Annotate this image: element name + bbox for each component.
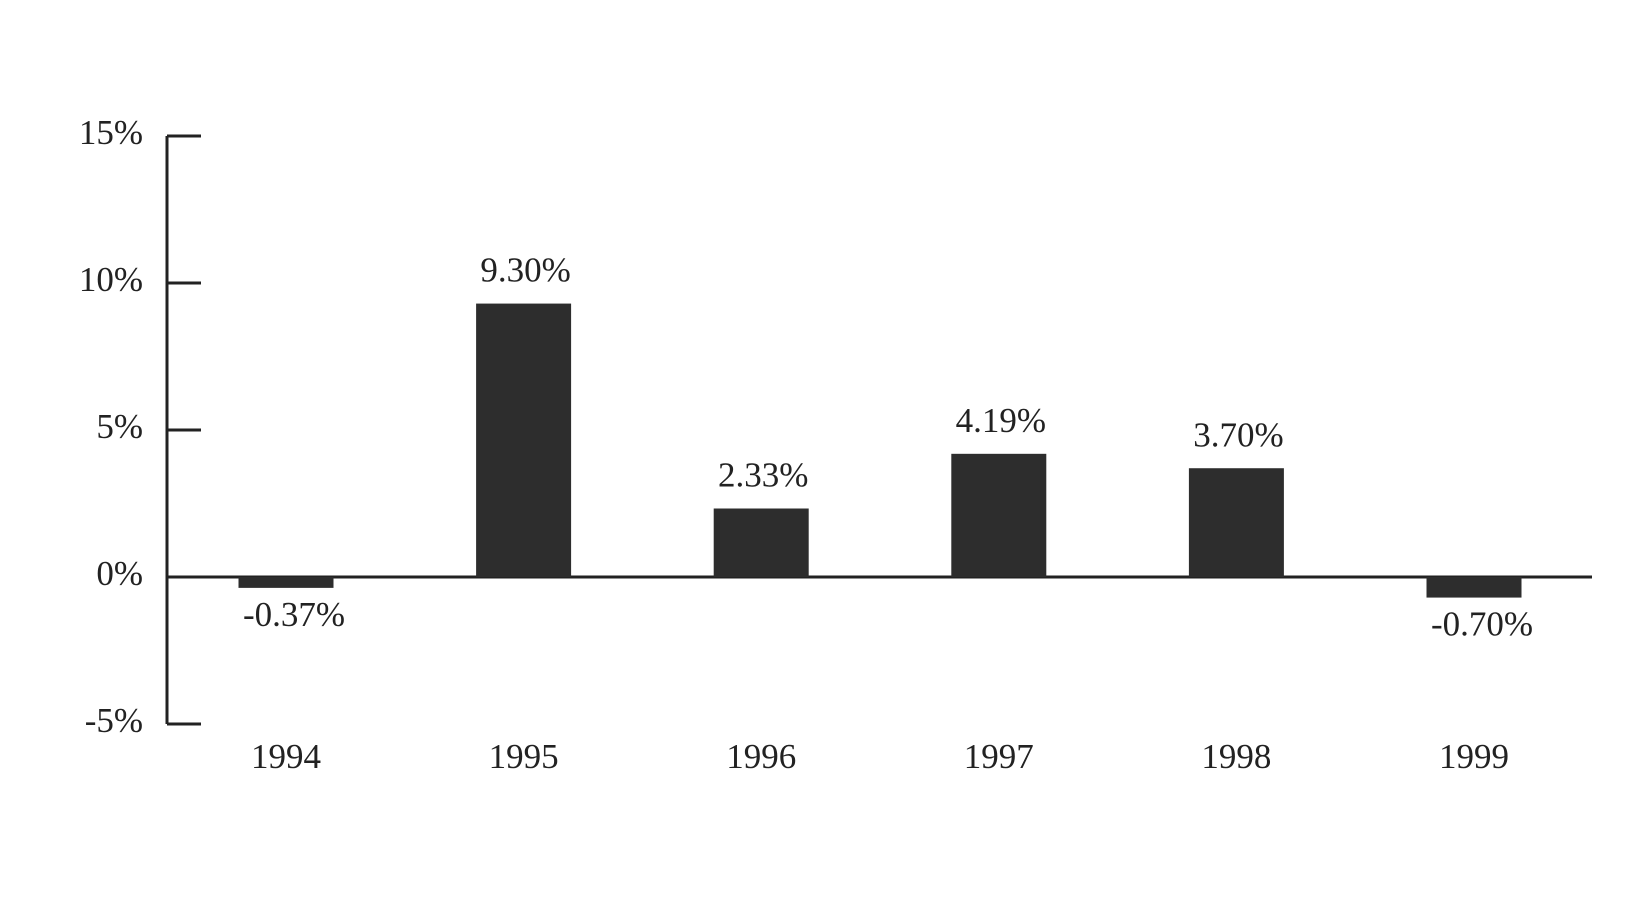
- bar: [713, 508, 809, 577]
- x-tick-label: 1997: [964, 737, 1034, 776]
- bar: [238, 577, 334, 588]
- x-tick-label: 1998: [1201, 737, 1271, 776]
- bar: [1426, 577, 1522, 598]
- value-label: 2.33%: [718, 456, 808, 495]
- y-tick-label: 15%: [79, 113, 143, 152]
- value-label: -0.37%: [243, 595, 345, 634]
- bar: [1188, 468, 1284, 577]
- x-tick-label: 1994: [251, 737, 321, 776]
- value-label: 3.70%: [1193, 415, 1283, 454]
- y-tick-label: 10%: [79, 260, 143, 299]
- y-tick-label: 0%: [96, 554, 143, 593]
- y-tick-label: -5%: [85, 701, 143, 740]
- value-label: 9.30%: [480, 251, 570, 290]
- x-tick-label: 1995: [489, 737, 559, 776]
- y-tick-label: 5%: [96, 407, 143, 446]
- bar: [951, 453, 1047, 577]
- x-tick-label: 1999: [1439, 737, 1509, 776]
- value-label: -0.70%: [1431, 605, 1533, 644]
- value-label: 4.19%: [956, 401, 1046, 440]
- x-tick-label: 1996: [726, 737, 796, 776]
- bar: [476, 303, 572, 577]
